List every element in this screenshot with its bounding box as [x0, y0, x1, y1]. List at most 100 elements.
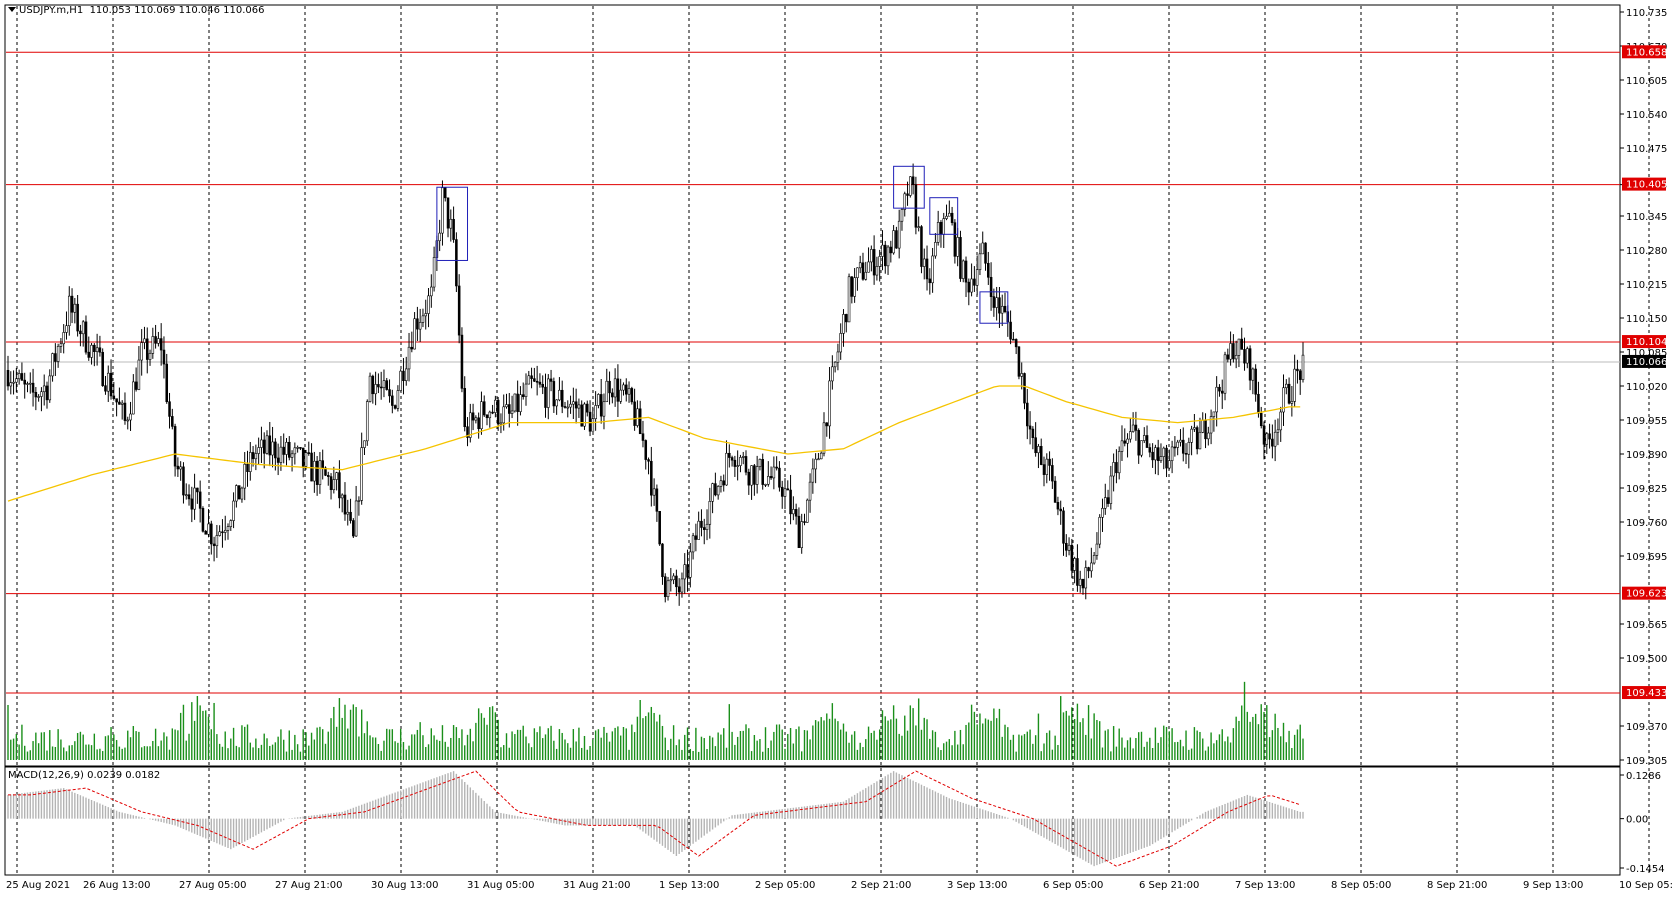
candle-body	[1023, 373, 1026, 404]
candle-body	[817, 458, 820, 461]
candle-body	[544, 386, 547, 408]
candle-body	[524, 383, 528, 397]
candle-body	[385, 380, 389, 390]
candle-body	[758, 459, 762, 467]
candle-body	[602, 401, 606, 417]
candle-body	[51, 353, 54, 377]
candle-body	[864, 271, 868, 280]
candle-body	[925, 258, 929, 280]
candle-body	[1073, 558, 1076, 571]
candle-body	[961, 260, 965, 279]
candle-body	[530, 375, 533, 379]
candle-body	[942, 218, 946, 235]
candle-body	[1148, 447, 1152, 453]
candle-body	[477, 417, 480, 430]
candle-body	[112, 395, 116, 399]
level-tag-label: 110.405	[1626, 180, 1667, 191]
candle-body	[1265, 433, 1269, 445]
candle-body	[783, 488, 787, 497]
candle-body	[221, 531, 224, 534]
candle-body	[666, 580, 670, 598]
candle-body	[257, 447, 260, 454]
candle-body	[1165, 447, 1168, 469]
candle-body	[171, 416, 174, 427]
candle-body	[274, 441, 277, 459]
candle-body	[1287, 383, 1291, 404]
candle-body	[959, 237, 962, 279]
candle-body	[792, 509, 795, 515]
ma-line	[7, 385, 1301, 502]
candle-body	[157, 338, 160, 344]
candle-body	[1173, 446, 1177, 449]
candle-body	[430, 286, 433, 297]
candle-body	[393, 405, 397, 409]
candle-body	[340, 494, 344, 499]
candle-body	[939, 222, 943, 235]
candle-body	[357, 500, 361, 502]
candle-body	[379, 386, 383, 389]
candle-body	[148, 353, 152, 360]
candle-body	[201, 508, 205, 532]
candle-body	[26, 383, 29, 385]
candle-body	[17, 373, 21, 380]
candle-body	[875, 266, 879, 276]
candle-body	[332, 479, 336, 491]
candle-body	[480, 401, 483, 430]
candle-body	[975, 269, 979, 286]
candle-body	[636, 408, 639, 426]
candle-body	[463, 388, 467, 427]
candle-body	[1257, 393, 1260, 414]
candle-body	[934, 242, 937, 257]
candle-body	[558, 389, 561, 401]
candle-body	[1017, 346, 1021, 377]
candle-body	[293, 447, 297, 455]
price-label: 109.760	[1626, 518, 1667, 529]
level-tag	[1622, 586, 1666, 600]
candle-body	[780, 486, 784, 497]
candle-body	[778, 467, 781, 488]
price-label: 110.020	[1626, 382, 1667, 393]
candle-body	[719, 480, 723, 487]
price-label: 110.735	[1626, 8, 1667, 19]
candle-body	[624, 384, 628, 395]
dropdown-triangle-icon[interactable]	[8, 7, 16, 12]
candle-body	[485, 414, 489, 419]
candle-body	[1220, 390, 1224, 394]
candle-body	[569, 403, 572, 408]
candle-body	[482, 401, 486, 416]
candle-body	[288, 441, 291, 458]
candle-body	[76, 303, 79, 332]
candle-body	[1062, 510, 1065, 544]
candle-body	[1081, 578, 1085, 589]
candle-body	[900, 209, 904, 222]
candle-body	[365, 401, 369, 442]
candle-body	[1142, 435, 1146, 441]
candle-body	[215, 535, 219, 547]
candle-body	[29, 382, 32, 385]
candle-body	[1145, 435, 1149, 448]
candle-body	[750, 465, 753, 486]
candle-body	[641, 433, 645, 441]
candle-body	[850, 276, 854, 297]
candle-body	[538, 381, 542, 385]
candle-body	[508, 404, 511, 414]
candle-body	[212, 543, 216, 547]
candle-body	[1037, 446, 1040, 454]
candle-body	[443, 187, 447, 199]
current-price-label: 110.066	[1626, 357, 1667, 368]
candle-body	[1003, 305, 1007, 312]
candle-body	[597, 394, 600, 406]
candle-body	[922, 258, 926, 267]
candle-body	[299, 447, 302, 449]
candle-body	[920, 226, 923, 267]
candle-body	[56, 346, 60, 362]
candle-body	[301, 447, 305, 467]
candle-body	[1251, 368, 1255, 381]
candle-body	[627, 388, 631, 395]
candle-body	[549, 378, 553, 382]
price-label: 110.475	[1626, 144, 1667, 155]
time-label: 26 Aug 13:00	[83, 880, 150, 891]
candle-body	[1087, 567, 1090, 572]
pattern-box	[436, 186, 469, 261]
